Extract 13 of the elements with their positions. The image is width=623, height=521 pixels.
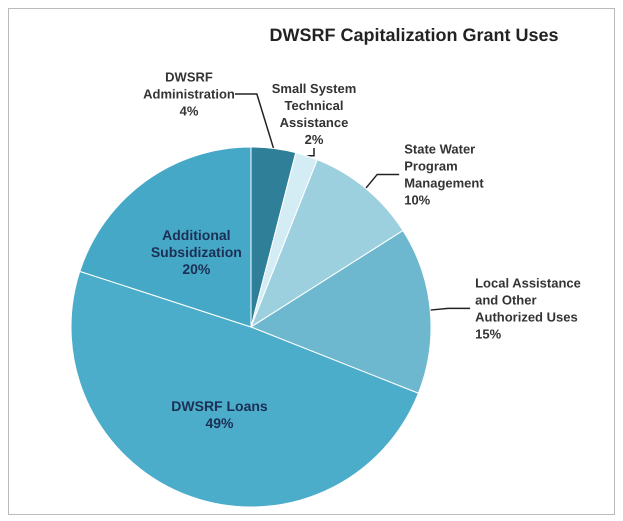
data-label: 15%	[475, 326, 502, 342]
data-label: 2%	[304, 132, 324, 147]
chart-title: DWSRF Capitalization Grant Uses	[269, 25, 559, 45]
slice-label: State Water Program Management	[404, 141, 484, 190]
slice-label: DWSRF Administration	[143, 70, 235, 102]
slice-label: Small System Technical Assistance	[272, 81, 356, 130]
data-label: 20%	[182, 260, 211, 277]
data-label: 49%	[205, 415, 234, 431]
slice-label: Additional Subsidization	[150, 226, 242, 260]
slice-label: Local Assistance and Other Authorized Uses	[475, 275, 581, 324]
data-label: 10%	[404, 192, 431, 208]
slice-label: DWSRF Loans	[171, 398, 268, 414]
data-label: 4%	[180, 104, 199, 118]
